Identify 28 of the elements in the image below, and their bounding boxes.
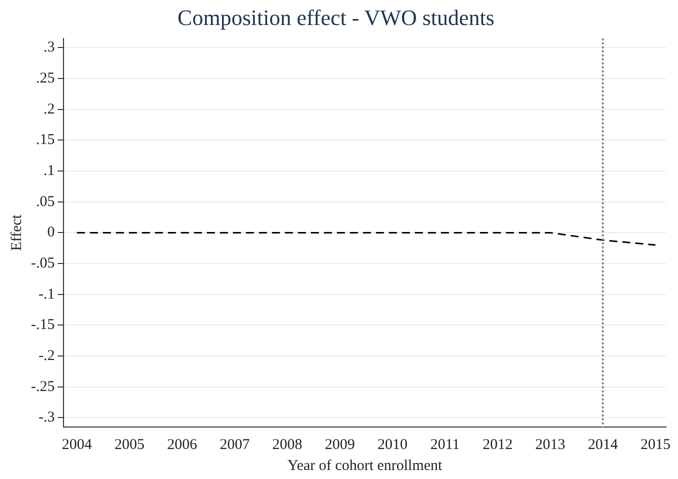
y-axis-title: Effect [8, 214, 25, 251]
y-tick-label: .05 [36, 194, 55, 210]
x-tick-label: 2007 [220, 436, 250, 453]
y-tick-label: -.05 [30, 255, 55, 272]
y-tick-label: .1 [43, 162, 55, 179]
y-tick-label: .15 [36, 132, 55, 148]
y-tick-label: -.3 [38, 410, 55, 426]
x-tick-label: 2012 [482, 436, 513, 453]
y-tick-label: 0 [47, 224, 55, 241]
y-tick-label: -.15 [30, 317, 55, 334]
y-tick-label: .25 [36, 70, 55, 86]
x-tick-label: 2010 [377, 436, 408, 453]
y-tick-label: -.25 [30, 378, 55, 395]
x-tick-label: 2006 [167, 436, 198, 453]
x-tick-label: 2008 [272, 436, 302, 453]
x-tick-label: 2013 [535, 436, 566, 453]
y-tick-label: -.2 [38, 348, 55, 364]
x-tick-label: 2014 [588, 436, 618, 453]
y-tick-label: .2 [43, 101, 55, 118]
chart-title: Composition effect - VWO students [178, 4, 494, 30]
y-tick-label: .3 [43, 40, 55, 56]
x-tick-label: 2005 [114, 436, 144, 453]
y-tick-label: -.1 [38, 286, 55, 302]
x-axis-title: Year of cohort enrollment [288, 458, 444, 474]
x-tick-label: 2011 [430, 436, 460, 453]
x-tick-label: 2004 [62, 436, 92, 453]
x-tick-label: 2015 [640, 436, 670, 453]
x-tick-label: 2009 [324, 436, 355, 453]
